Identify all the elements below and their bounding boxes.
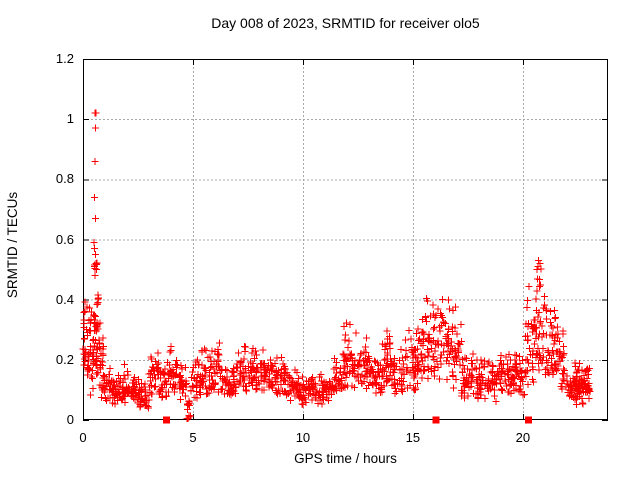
y-tick-label: 1 — [66, 111, 74, 127]
x-tick-label: 15 — [405, 430, 421, 445]
x-tick-label: 5 — [189, 430, 197, 445]
y-tick-label: 0.2 — [55, 351, 74, 367]
y-tick-label: 0 — [66, 412, 74, 427]
y-tick-label: 1.2 — [55, 51, 74, 66]
y-tick-label: 0.4 — [55, 291, 74, 307]
y-tick-label: 0.6 — [55, 231, 74, 247]
chart-title: Day 008 of 2023, SRMTID for receiver olo… — [211, 15, 480, 31]
x-tick-label: 10 — [295, 430, 311, 445]
x-tick-label: 0 — [79, 430, 87, 445]
y-tick-label: 0.8 — [55, 171, 74, 187]
x-axis-label: GPS time / hours — [294, 451, 397, 466]
y-axis-label: SRMTID / TECUs — [5, 191, 20, 299]
x-tick-label: 20 — [515, 430, 531, 445]
